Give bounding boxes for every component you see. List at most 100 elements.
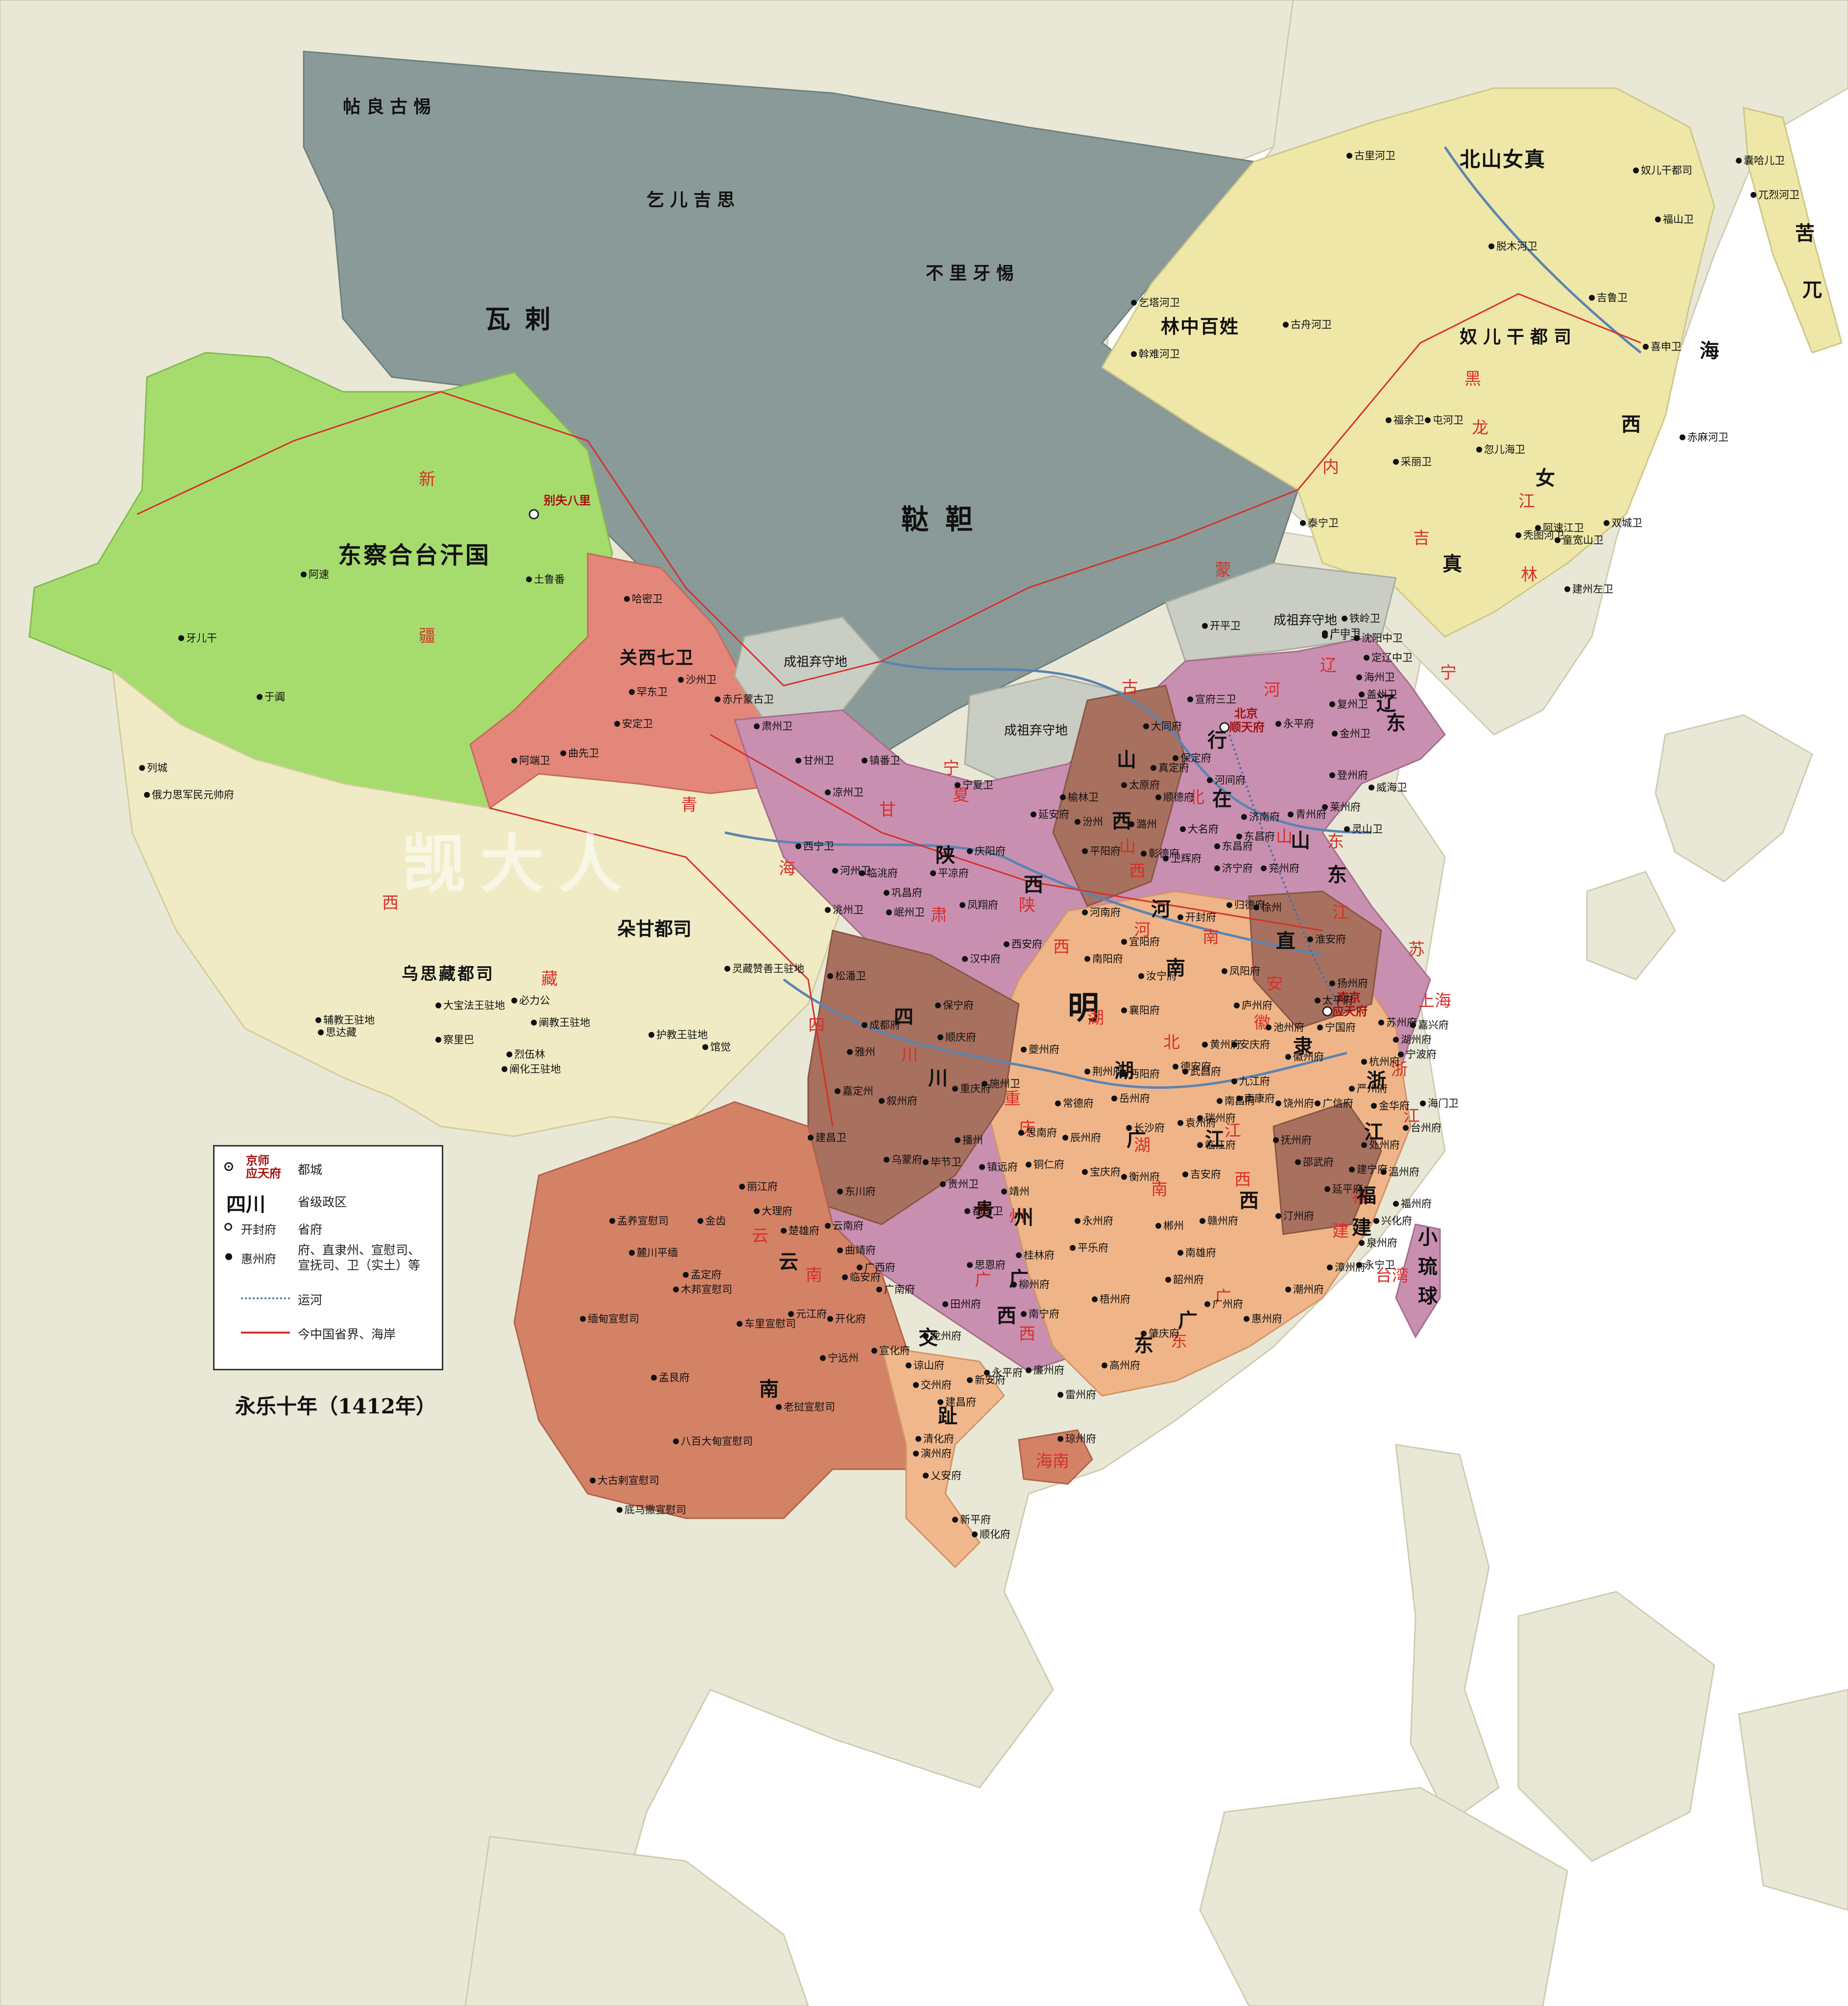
province-label-jiangxi-p-1: 西 xyxy=(1239,1189,1259,1212)
place-label-p126: 抚州府 xyxy=(1281,1134,1312,1146)
jurchen-area xyxy=(1101,87,1715,638)
place-label-p82: 庆阳府 xyxy=(975,845,1006,857)
place-label-p2: 土鲁番 xyxy=(534,573,565,585)
place-label-p71: 东昌府 xyxy=(1222,840,1253,852)
place-dot-icon-p171 xyxy=(837,1247,843,1253)
province-label-xiaoliuqiu-0: 小 xyxy=(1418,1226,1438,1249)
place-label-p83: 平凉府 xyxy=(938,867,969,879)
place-dot-icon-p181 xyxy=(913,1382,919,1388)
place-dot-icon-p30 xyxy=(651,1375,657,1381)
place-dot-icon-p167 xyxy=(923,1159,929,1165)
place-label-p148: 南宁府 xyxy=(1029,1308,1059,1320)
place-label-p216: 临江府 xyxy=(1205,1139,1236,1151)
place-dot-icon-p36 xyxy=(1346,153,1352,159)
region-label-shaanxi-0: 陕 xyxy=(1019,896,1035,915)
polity-label-beishan: 北山女真 xyxy=(1460,147,1546,171)
place-dot-icon-p191 xyxy=(1359,692,1365,697)
place-dot-icon-p99 xyxy=(1234,1003,1240,1008)
place-dot-icon-p53 xyxy=(1564,586,1570,592)
place-dot-icon-p54 xyxy=(1202,623,1208,629)
place-dot-icon-p77 xyxy=(1226,902,1232,908)
place-label-p223: 思恩府 xyxy=(975,1259,1006,1271)
place-label-p172: 楚雄府 xyxy=(789,1225,819,1237)
place-label-p222: 平乐府 xyxy=(1078,1242,1108,1254)
abandoned-label-ab1: 成祖弃守地 xyxy=(784,655,847,669)
place-dot-icon-p147 xyxy=(1092,1296,1098,1302)
place-label-p15: 思达藏 xyxy=(326,1027,357,1038)
place-dot-icon-p18 xyxy=(531,1020,537,1026)
place-dot-icon-p136 xyxy=(1356,1262,1362,1268)
region-label-hainan-0: 海南 xyxy=(1036,1452,1069,1471)
place-label-p230: 阿速江卫 xyxy=(1543,522,1584,534)
place-label-p212: 黄州府 xyxy=(1210,1039,1241,1051)
province-label-nanzhili-1: 隶 xyxy=(1293,1035,1313,1058)
region-wala-tatar xyxy=(303,50,1299,785)
place-label-p201: 徐州 xyxy=(1261,902,1282,913)
place-dot-icon-p75 xyxy=(1177,914,1183,920)
place-dot-icon-p198 xyxy=(1180,826,1186,832)
region-label-xinjiang-1: 疆 xyxy=(419,626,435,646)
place-label-p53: 建州左卫 xyxy=(1572,583,1613,595)
place-label-p193: 宣府三卫 xyxy=(1195,693,1236,705)
region-label-hunan-0: 湖 xyxy=(1134,1136,1151,1155)
province-label-jiaozhi-1: 趾 xyxy=(938,1405,958,1428)
place-label-p58: 广宁卫 xyxy=(1330,630,1361,642)
wala-area xyxy=(303,50,1299,785)
province-label-beizhili-0: 行 xyxy=(1207,729,1227,752)
place-label-p133: 汀州府 xyxy=(1283,1210,1314,1222)
place-dot-icon-p42 xyxy=(1589,295,1595,301)
place-dot-icon-p148 xyxy=(1021,1311,1027,1317)
place-label-p14: 辅教王驻地 xyxy=(323,1014,375,1026)
place-dot-icon-p227 xyxy=(1236,834,1242,839)
place-label-p211: 岳州府 xyxy=(1119,1093,1150,1104)
place-label-p227: 东昌府 xyxy=(1244,831,1275,842)
place-dot-icon-p56 xyxy=(1354,635,1360,641)
place-dot-icon-p153 xyxy=(1021,1047,1027,1052)
place-label-p34: 车里宣慰司 xyxy=(744,1318,796,1330)
place-label-p198: 大名府 xyxy=(1188,823,1219,835)
region-label-ningxia-0: 宁 xyxy=(943,759,960,778)
annam-area xyxy=(880,1346,1005,1569)
place-dot-icon-p151 xyxy=(935,1003,941,1008)
place-dot-icon-p175 xyxy=(857,1265,863,1270)
region-label-henan-0: 河 xyxy=(1134,920,1151,940)
place-label-p151: 保宁府 xyxy=(943,1000,974,1011)
region-label-jilin-0: 吉 xyxy=(1413,528,1430,548)
place-dot-icon-p156 xyxy=(879,1098,885,1104)
place-label-p167: 毕节卫 xyxy=(931,1156,961,1168)
place-dot-icon-p19 xyxy=(435,1037,441,1043)
place-dot-icon-p31 xyxy=(673,1438,679,1444)
place-label-p80: 西安府 xyxy=(1011,938,1042,950)
province-label-xiaoliuqiu-1: 琉 xyxy=(1418,1255,1438,1278)
province-label-nanzhili-0: 直 xyxy=(1276,930,1296,953)
place-label-p55: 铁岭卫 xyxy=(1349,613,1380,624)
province-label-kuyi-1: 兀 xyxy=(1802,278,1822,301)
place-label-p51: 双城卫 xyxy=(1611,517,1642,529)
place-label-p121: 靖州 xyxy=(1009,1186,1030,1197)
place-dot-icon-p45 xyxy=(1131,351,1137,357)
place-dot-icon-p32 xyxy=(590,1478,596,1483)
region-label-jiangxi-0: 江 xyxy=(1224,1121,1241,1141)
place-dot-icon-p158 xyxy=(808,1135,814,1141)
place-label-p181: 交州府 xyxy=(921,1379,952,1391)
region-label-taiwan-0: 台湾 xyxy=(1375,1266,1409,1286)
place-label-p27: 麓川平缅 xyxy=(637,1247,678,1259)
province-label-jiaozhi-0: 交 xyxy=(918,1326,938,1349)
place-dot-icon-p5 xyxy=(624,596,630,602)
place-dot-icon-p225 xyxy=(984,1370,990,1376)
place-dot-icon-p134 xyxy=(1359,1240,1365,1246)
place-dot-icon-p82 xyxy=(967,848,973,854)
place-label-p165: 都匀卫 xyxy=(972,1205,1003,1217)
place-dot-icon-p25 xyxy=(827,973,833,979)
place-dot-icon-p174 xyxy=(876,1287,882,1292)
place-dot-icon-p165 xyxy=(964,1208,970,1214)
place-label-p92: 西宁卫 xyxy=(803,840,834,852)
place-dot-icon-p73 xyxy=(1128,821,1134,827)
place-label-p166: 镇远府 xyxy=(987,1161,1018,1173)
province-label-huguang-1: 广 xyxy=(1127,1128,1146,1151)
legend-prefecture-label: 府、直隶州、宣慰司、 宣抚司、卫（实土）等 xyxy=(298,1242,420,1273)
place-dot-icon-p157 xyxy=(847,1049,853,1055)
place-label-p62: 太原府 xyxy=(1129,779,1160,791)
place-dot-icon-p12 xyxy=(139,765,145,771)
